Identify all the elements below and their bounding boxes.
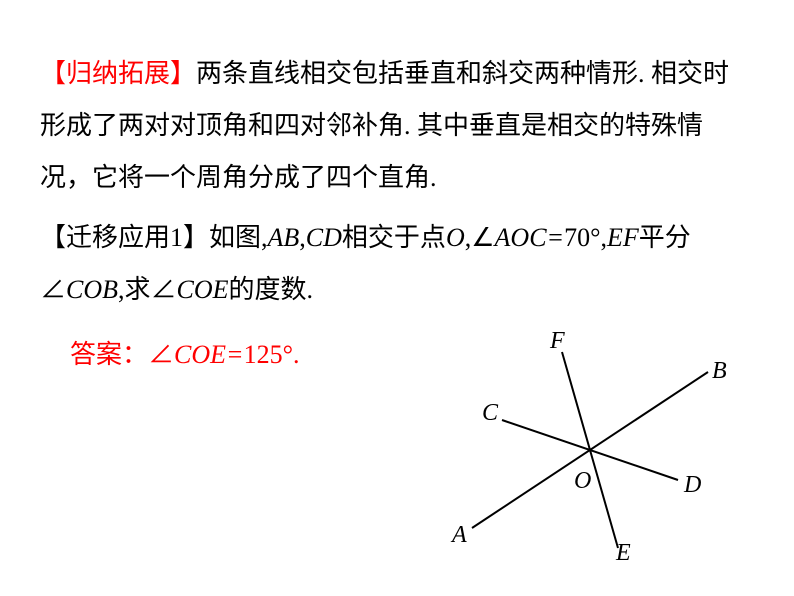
guina-heading: 【归纳拓展】: [40, 59, 196, 88]
angle-value: 70°,: [564, 223, 607, 252]
var-COB: COB: [66, 275, 118, 304]
var-EF: EF: [607, 223, 639, 252]
label-D: D: [684, 472, 701, 499]
qianyi-t7: 的度数.: [229, 275, 314, 304]
qianyi-heading: 【迁移应用1】: [40, 223, 209, 252]
answer-val: 125°.: [244, 340, 300, 369]
line-EF: [562, 352, 618, 548]
qianyi-t6: ,求∠: [118, 275, 177, 304]
answer-label: 答案：: [70, 340, 148, 369]
geometry-diagram: A B C D E F O: [400, 300, 760, 580]
var-AOC: AOC=: [495, 223, 565, 252]
var-COE: COE: [177, 275, 229, 304]
label-O: O: [574, 468, 591, 495]
label-B: B: [712, 358, 727, 385]
label-E: E: [616, 540, 631, 567]
qianyi-t4: ,∠: [465, 223, 495, 252]
answer-pre: ∠: [148, 340, 174, 369]
guina-paragraph: 【归纳拓展】两条直线相交包括垂直和斜交两种情形. 相交时形成了两对对顶角和四对邻…: [40, 48, 754, 204]
var-CD: CD: [306, 223, 342, 252]
var-AB: AB: [268, 223, 300, 252]
label-C: C: [482, 400, 498, 427]
qianyi-t3: 相交于点: [342, 223, 446, 252]
answer-var: COE=: [174, 340, 244, 369]
label-F: F: [550, 328, 565, 355]
var-O: O: [446, 223, 465, 252]
qianyi-t1: 如图,: [209, 223, 268, 252]
label-A: A: [452, 522, 467, 549]
